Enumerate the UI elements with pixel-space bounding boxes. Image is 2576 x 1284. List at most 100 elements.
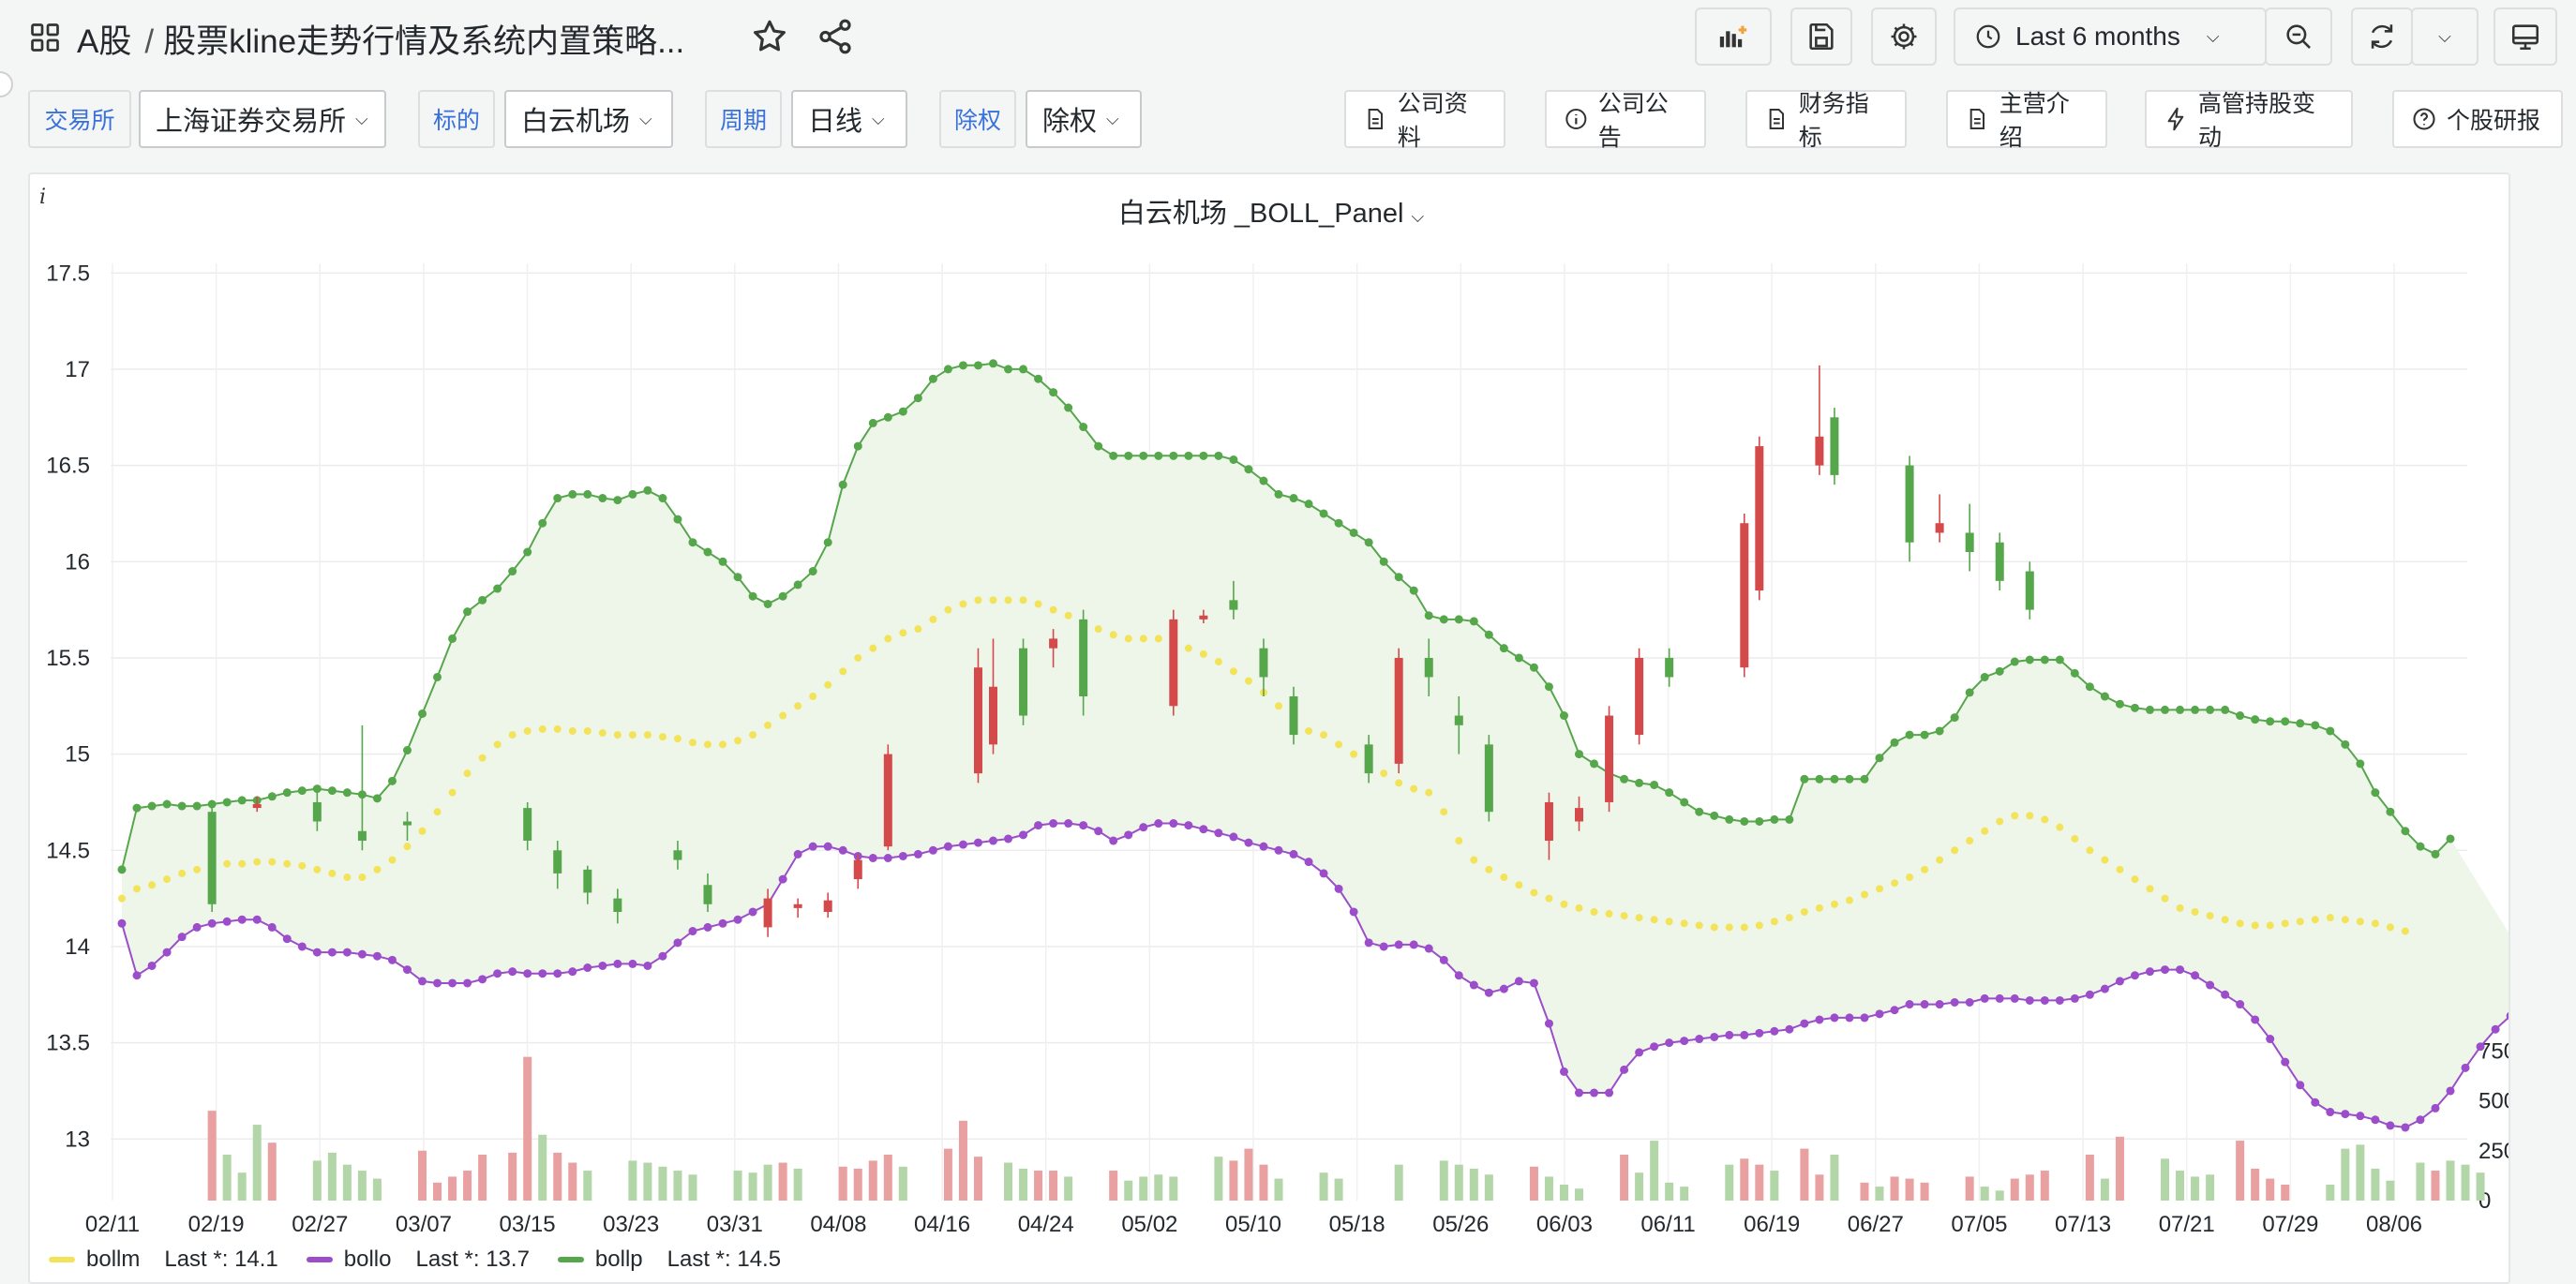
candle-body	[1424, 657, 1433, 678]
series-point-bollp	[553, 494, 562, 503]
kiosk-mode-button[interactable]	[2494, 7, 2557, 66]
series-point-bollo	[1184, 821, 1193, 830]
link-label: 公司公告	[1597, 91, 1669, 151]
volume-bar	[2461, 1164, 2470, 1201]
share-icon[interactable]	[816, 17, 855, 56]
series-point-bollp	[808, 567, 817, 576]
series-point-bollm	[223, 859, 232, 868]
link-company-profile[interactable]: 公司资料	[1344, 90, 1505, 151]
series-point-bollp	[1499, 644, 1508, 653]
volume-bar	[853, 1168, 862, 1201]
series-point-bollp	[1695, 807, 1704, 816]
series-point-bollm	[118, 894, 126, 903]
legend-item-bollo[interactable]: bollo Last *: 13.7	[306, 1247, 530, 1273]
series-point-bollp	[1439, 615, 1448, 624]
link-company-announcements[interactable]: 公司公告	[1545, 90, 1706, 151]
boll-chart[interactable]: 13 13.5 14 14.5 15 15.5 16 16.5 17 17.5 02/11 02/19…	[30, 174, 2509, 1282]
refresh-interval-dropdown[interactable]: ⌵	[2411, 7, 2479, 66]
link-financial-indicators[interactable]: 财务指标	[1745, 90, 1907, 151]
series-point-bollo	[733, 915, 742, 924]
volume-bar	[2326, 1184, 2335, 1201]
candle-body	[973, 667, 982, 774]
series-point-bollo	[1274, 845, 1283, 855]
volume-bar	[1169, 1176, 1178, 1201]
series-point-bollo	[1109, 836, 1118, 845]
clock-icon	[1976, 24, 2000, 49]
refresh-button[interactable]	[2351, 7, 2413, 66]
document-icon	[1769, 108, 1785, 130]
variable-select-adjust[interactable]: 除权 ⌵	[1026, 90, 1142, 148]
legend-item-bollm[interactable]: bollm Last *: 14.1	[49, 1247, 278, 1273]
volume-bar	[658, 1166, 667, 1201]
series-point-bollp	[1124, 451, 1133, 460]
series-point-bollo	[117, 918, 127, 928]
time-range-picker[interactable]: Last 6 months ⌵	[1954, 7, 2267, 66]
candle-body	[1229, 600, 1238, 610]
add-panel-button[interactable]	[1695, 7, 1772, 66]
candle-body	[1935, 523, 1944, 533]
top-bar: A股 / 股票kline走势行情及系统内置策略...	[0, 0, 2576, 75]
series-point-bollo	[583, 963, 592, 973]
volume-bar	[1034, 1171, 1043, 1201]
series-point-bollm	[418, 827, 427, 835]
candle-body	[1544, 801, 1553, 842]
volume-bar	[1439, 1160, 1448, 1201]
variable-select-period[interactable]: 日线 ⌵	[791, 90, 907, 148]
series-point-bollm	[2341, 916, 2349, 924]
series-point-bollp	[1289, 494, 1298, 503]
panel-title[interactable]: 白云机场 _BOLL_Panel ⌵	[30, 191, 2512, 231]
volume-bar	[1920, 1182, 1929, 1201]
link-research-reports[interactable]: 个股研报	[2392, 90, 2563, 148]
volume-bar	[2251, 1168, 2260, 1201]
series-point-bollm	[508, 731, 517, 739]
variable-select-symbol[interactable]: 白云机场 ⌵	[504, 90, 673, 148]
series-point-bollm	[268, 858, 277, 866]
series-point-bollm	[764, 721, 772, 729]
series-point-bollp	[2311, 721, 2320, 730]
series-point-bollp	[2401, 827, 2410, 836]
series-point-bollp	[1995, 666, 2004, 676]
series-point-bollo	[2311, 1097, 2320, 1107]
series-point-bollo	[523, 969, 532, 978]
series-point-bollp	[913, 394, 922, 403]
series-point-bollp	[508, 567, 517, 576]
series-point-bollm	[1320, 731, 1328, 739]
series-point-bollm	[1395, 779, 1403, 787]
dashboard-title[interactable]: 股票kline走势行情及系统内置策略...	[163, 23, 685, 60]
series-point-bollp	[838, 480, 847, 489]
series-point-bollm	[2011, 812, 2019, 820]
series-point-bollm	[403, 843, 412, 851]
y-tick-label: 13.5	[46, 1031, 90, 1056]
variable-select-exchange[interactable]: 上海证券交易所 ⌵	[139, 90, 386, 148]
volume-bar	[1229, 1160, 1238, 1201]
series-point-bollo	[1935, 1000, 1944, 1009]
series-point-bollm	[2161, 894, 2169, 903]
link-main-business[interactable]: 主营介绍	[1946, 90, 2107, 151]
volume-bar	[2161, 1158, 2170, 1201]
series-point-bollo	[943, 842, 952, 851]
dashboards-grid-icon[interactable]	[28, 21, 62, 54]
series-point-bollm	[1034, 600, 1042, 608]
series-point-bollp	[823, 538, 832, 547]
series-point-bollm	[1981, 827, 1989, 835]
zoom-out-button[interactable]	[2265, 7, 2332, 66]
link-executive-holdings[interactable]: 高管持股变动	[2145, 90, 2353, 151]
series-point-bollo	[1980, 993, 1989, 1003]
breadcrumb-folder[interactable]: A股	[77, 23, 132, 60]
volume-bar	[2040, 1171, 2049, 1201]
series-point-bollo	[1499, 984, 1508, 993]
save-dashboard-button[interactable]	[1790, 7, 1852, 66]
panel-info-icon[interactable]: i	[39, 186, 47, 209]
series-point-bollp	[1965, 688, 1974, 697]
y-tick-label: 15.5	[46, 646, 90, 671]
x-tick-label: 07/21	[2159, 1212, 2215, 1237]
document-icon	[1368, 108, 1384, 130]
series-point-bollp	[433, 672, 442, 681]
legend-item-bollp[interactable]: bollp Last *: 14.5	[557, 1247, 781, 1273]
star-icon[interactable]	[750, 17, 789, 56]
dashboard-settings-button[interactable]	[1871, 7, 1937, 66]
series-point-bollo	[658, 951, 667, 961]
series-point-bollo	[1740, 1030, 1749, 1039]
candle-body	[1605, 715, 1614, 802]
series-point-bollm	[1936, 856, 1944, 864]
